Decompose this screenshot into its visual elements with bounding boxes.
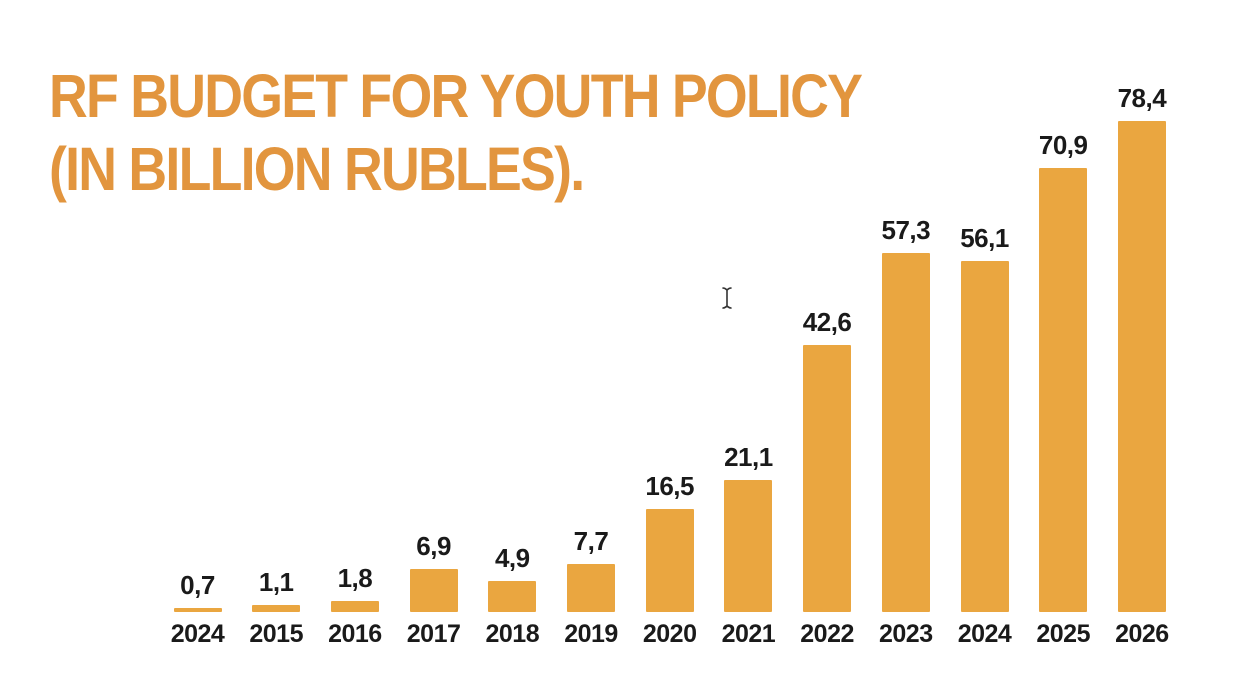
bar bbox=[409, 569, 458, 612]
text-ibeam-cursor-icon bbox=[722, 287, 732, 309]
x-axis-year-label: 2018 bbox=[485, 620, 540, 648]
x-axis-year-label: 2024 bbox=[957, 620, 1012, 648]
bar bbox=[488, 581, 537, 612]
bar-value-label: 57,3 bbox=[881, 215, 931, 245]
x-axis-year-label: 2021 bbox=[721, 620, 776, 648]
bar bbox=[881, 253, 930, 612]
bar-value-label: 70,9 bbox=[1038, 130, 1088, 160]
bar bbox=[1039, 168, 1088, 612]
bar-value-label: 78,4 bbox=[1117, 83, 1167, 113]
bar bbox=[330, 601, 379, 612]
bar-value-label: 0,7 bbox=[180, 570, 215, 600]
bar-value-label: 21,1 bbox=[724, 442, 773, 472]
x-axis-year-label: 2017 bbox=[406, 620, 461, 648]
bar bbox=[1117, 121, 1166, 612]
bar-value-label: 42,6 bbox=[802, 307, 852, 337]
bar-value-label: 16,5 bbox=[645, 471, 694, 501]
bar bbox=[724, 480, 773, 612]
bar-value-label: 1,8 bbox=[337, 563, 373, 593]
x-axis-year-label: 2020 bbox=[642, 620, 697, 648]
bar-value-label: 7,7 bbox=[573, 526, 609, 556]
x-axis-year-label: 2015 bbox=[249, 620, 303, 648]
x-axis-year-label: 2023 bbox=[878, 620, 933, 648]
x-axis-year-label: 2026 bbox=[1115, 620, 1169, 648]
chart-title-line2: (IN BILLION RUBLES). bbox=[49, 135, 585, 203]
x-axis-year-label: 2024 bbox=[170, 620, 225, 648]
x-axis-year-label: 2022 bbox=[800, 620, 854, 648]
bar bbox=[803, 345, 852, 612]
bar bbox=[252, 605, 301, 612]
chart-title-line1: RF BUDGET FOR YOUTH POLICY bbox=[49, 62, 863, 130]
bar-value-label: 4,9 bbox=[494, 543, 530, 573]
x-axis-year-label: 2016 bbox=[328, 620, 382, 648]
bar-value-label: 1,1 bbox=[258, 567, 294, 597]
bar-value-label: 6,9 bbox=[416, 531, 451, 561]
chart-title: RF BUDGET FOR YOUTH POLICY (IN BILLION R… bbox=[49, 60, 863, 206]
bar bbox=[173, 608, 222, 612]
bar bbox=[960, 261, 1009, 612]
bar bbox=[567, 564, 615, 612]
bar bbox=[645, 509, 694, 612]
x-axis-year-label: 2019 bbox=[564, 620, 618, 648]
bar-value-label: 56,1 bbox=[960, 223, 1009, 253]
x-axis-year-label: 2025 bbox=[1036, 620, 1090, 648]
